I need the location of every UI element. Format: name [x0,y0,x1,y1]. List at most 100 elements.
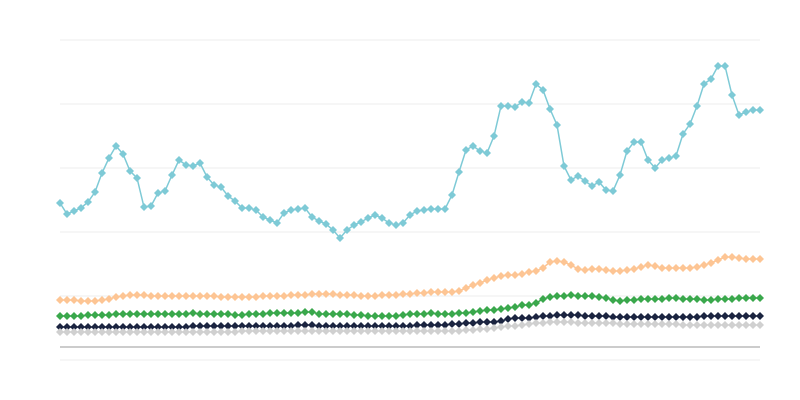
point-marker [434,327,442,335]
point-marker [511,103,519,111]
point-marker [315,290,323,298]
point-marker [322,327,330,335]
point-marker [154,328,162,336]
point-marker [658,264,666,272]
point-marker [735,321,743,329]
point-marker [210,292,218,300]
point-marker [210,181,218,189]
point-marker [700,321,708,329]
point-marker [539,312,547,320]
point-marker [574,319,582,327]
point-marker [126,323,134,331]
point-marker [133,174,141,182]
point-marker [546,293,554,301]
point-marker [448,327,456,335]
point-marker [98,323,106,331]
point-marker [378,312,386,320]
point-marker [168,310,176,318]
point-marker [693,295,701,303]
point-marker [700,80,708,88]
point-marker [357,327,365,335]
point-marker [581,312,589,320]
point-marker [91,328,99,336]
point-marker [196,159,204,167]
point-marker [637,263,645,271]
point-marker [336,322,344,330]
point-marker [644,320,652,328]
point-marker [133,323,141,331]
point-marker [609,313,617,321]
point-marker [735,294,743,302]
point-marker [658,295,666,303]
point-marker [238,322,246,330]
series [56,253,764,305]
point-marker [728,295,736,303]
point-marker [147,310,155,318]
point-marker [371,211,379,219]
point-marker [581,266,589,274]
point-marker [126,291,134,299]
point-marker [210,310,218,318]
point-marker [455,327,463,335]
point-marker [602,319,610,327]
point-marker [637,295,645,303]
point-marker [315,310,323,318]
point-marker [406,327,414,335]
point-marker [518,270,526,278]
point-marker [721,253,729,261]
point-marker [203,322,211,330]
point-marker [77,312,85,320]
point-marker [140,291,148,299]
point-marker [413,207,421,215]
point-marker [399,219,407,227]
point-marker [336,310,344,318]
point-marker [273,219,281,227]
point-marker [364,327,372,335]
point-marker [252,327,260,335]
point-marker [609,319,617,327]
point-marker [441,310,449,318]
point-marker [70,312,78,320]
point-marker [273,322,281,330]
point-marker [182,328,190,336]
point-marker [84,297,92,305]
point-marker [357,322,365,330]
point-marker [693,102,701,110]
point-marker [238,311,246,319]
point-marker [448,191,456,199]
point-marker [357,292,365,300]
point-marker [553,311,561,319]
point-marker [728,312,736,320]
point-marker [217,322,225,330]
point-marker [448,320,456,328]
point-marker [630,320,638,328]
point-marker [168,292,176,300]
point-marker [287,327,295,335]
point-marker [350,311,358,319]
point-marker [343,327,351,335]
point-marker [91,311,99,319]
point-marker [756,312,764,320]
point-marker [189,292,197,300]
point-marker [280,309,288,317]
point-marker [511,271,519,279]
point-marker [161,310,169,318]
point-marker [343,226,351,234]
point-marker [476,147,484,155]
point-marker [553,121,561,129]
point-marker [588,319,596,327]
point-marker [679,313,687,321]
point-marker [644,295,652,303]
point-marker [322,322,330,330]
point-marker [462,284,470,292]
point-marker [658,320,666,328]
point-marker [280,209,288,217]
point-marker [686,313,694,321]
point-marker [245,327,253,335]
point-marker [623,313,631,321]
point-marker [427,321,435,329]
point-marker [182,323,190,331]
point-marker [217,183,225,191]
point-marker [665,313,673,321]
point-marker [546,258,554,266]
